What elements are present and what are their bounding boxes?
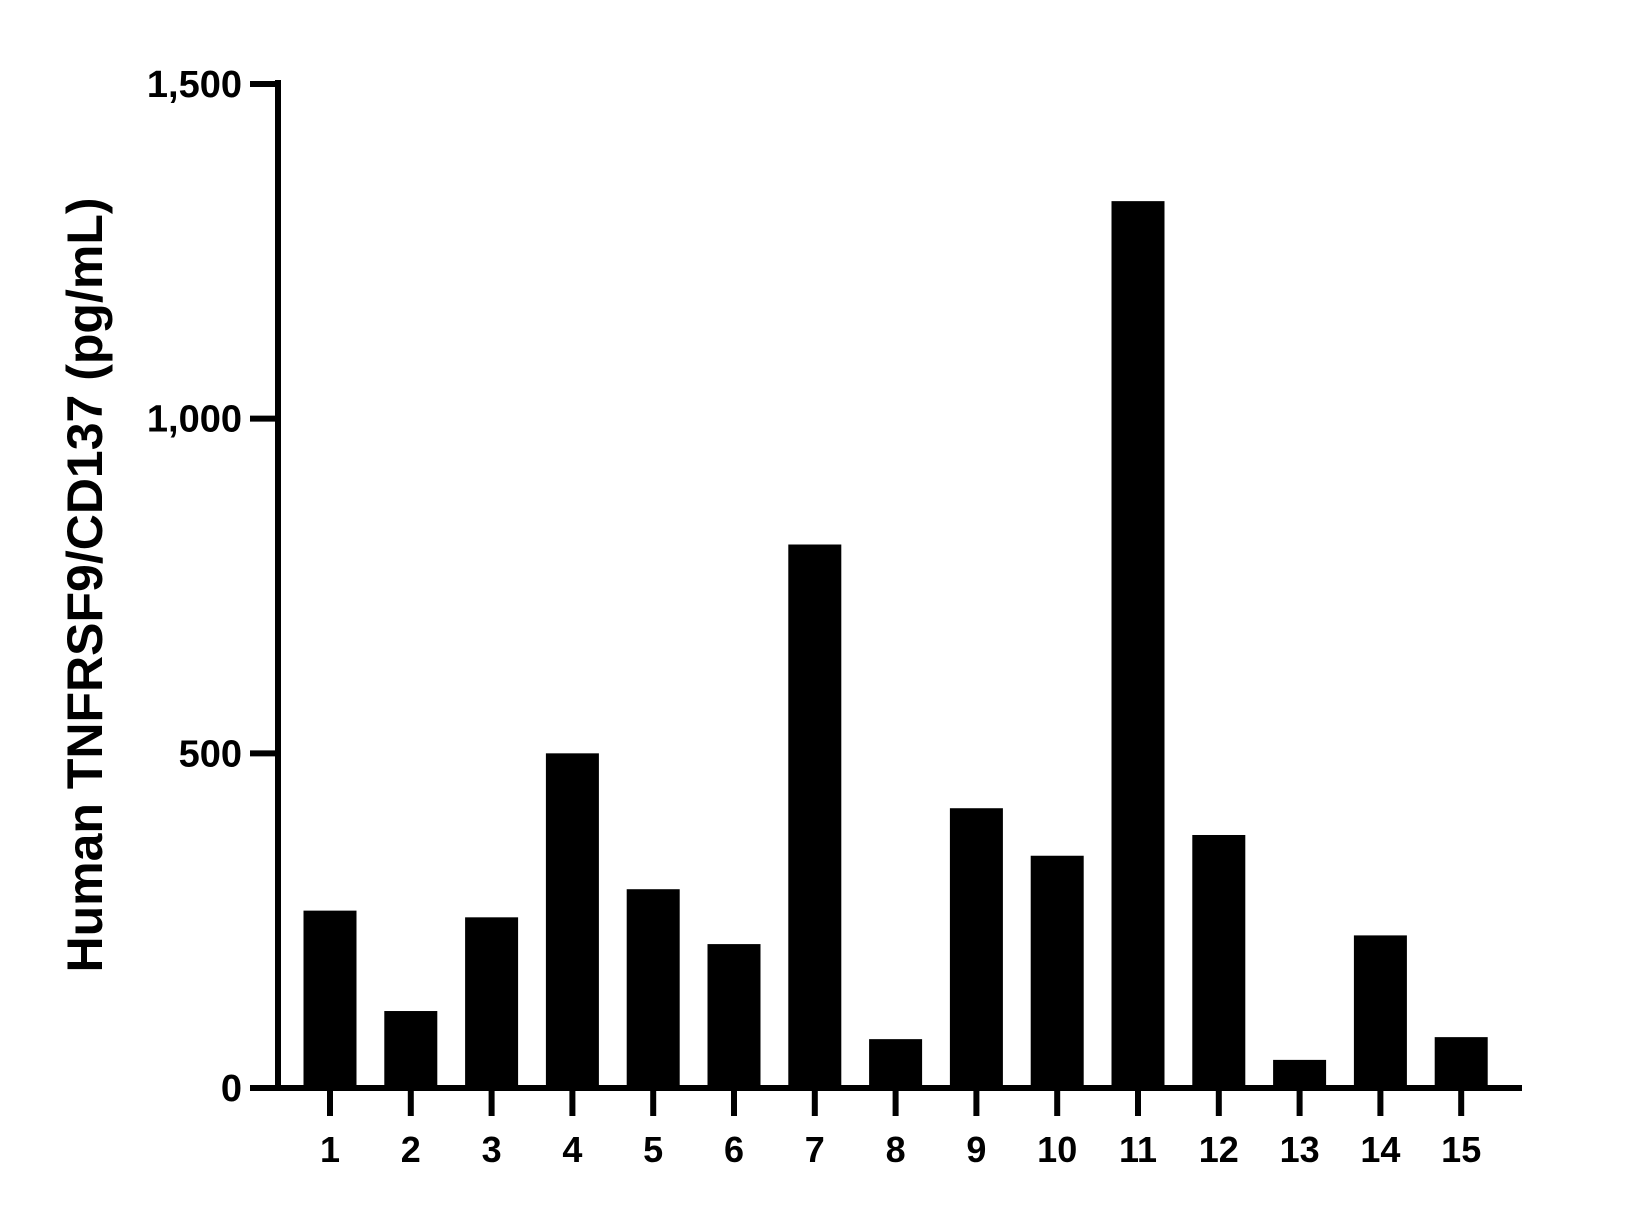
bar-2 (384, 1011, 438, 1088)
bar-4 (545, 753, 599, 1088)
bar-8 (869, 1039, 923, 1088)
x-tick-label-1: 1 (320, 1129, 340, 1170)
bar-5 (626, 889, 680, 1088)
bar-10 (1030, 855, 1084, 1088)
x-tick-label-3: 3 (482, 1129, 502, 1170)
y-tick-label-500: 500 (179, 733, 242, 775)
x-ticks-group: 1 2 3 4 5 6 7 8 9 10 11 12 13 14 15 (320, 1088, 1481, 1170)
bar-9 (949, 808, 1003, 1088)
y-axis-label: Human TNFRSF9/CD137 (pg/mL) (57, 197, 113, 972)
bar-6 (707, 944, 761, 1088)
bar-1 (303, 910, 357, 1088)
y-tick-label-0: 0 (221, 1068, 242, 1110)
bar-7 (788, 544, 842, 1088)
bar-11 (1111, 201, 1165, 1089)
x-tick-label-15: 15 (1441, 1129, 1481, 1170)
bars-group (303, 201, 1488, 1089)
bar-15 (1434, 1037, 1488, 1088)
x-tick-label-8: 8 (886, 1129, 906, 1170)
x-tick-label-14: 14 (1360, 1129, 1400, 1170)
bar-12 (1192, 834, 1246, 1088)
y-tick-label-1000: 1,000 (147, 399, 242, 441)
axes-group (250, 80, 1522, 1091)
x-tick-label-4: 4 (562, 1129, 582, 1170)
x-tick-label-12: 12 (1199, 1129, 1239, 1170)
bar-3 (465, 917, 519, 1088)
x-tick-label-7: 7 (805, 1129, 825, 1170)
x-tick-label-13: 13 (1280, 1129, 1320, 1170)
bar-14 (1353, 935, 1407, 1088)
x-tick-label-9: 9 (966, 1129, 986, 1170)
y-ticks-group: 0 500 1,000 1,500 (147, 64, 278, 1110)
x-tick-label-10: 10 (1037, 1129, 1077, 1170)
y-tick-label-1500: 1,500 (147, 64, 242, 106)
x-tick-label-5: 5 (643, 1129, 663, 1170)
x-tick-label-11: 11 (1119, 1129, 1157, 1170)
x-tick-label-2: 2 (401, 1129, 421, 1170)
bar-13 (1273, 1059, 1327, 1088)
x-tick-label-6: 6 (724, 1129, 744, 1170)
